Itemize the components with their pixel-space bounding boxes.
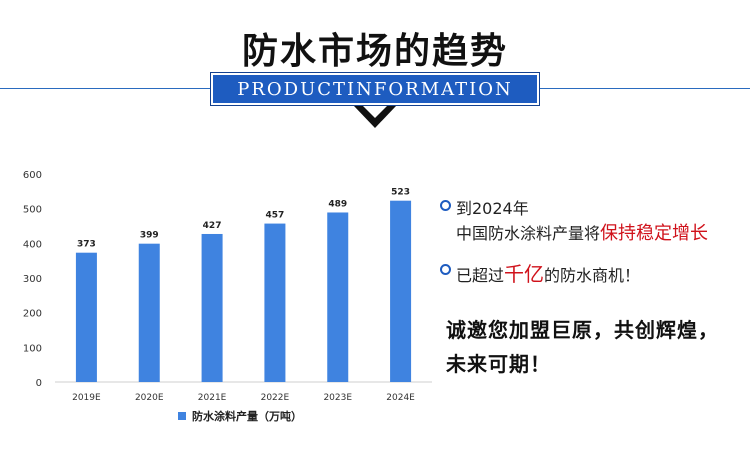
bar-value-label: 427 <box>203 221 222 231</box>
bullet-market-post: 的防水商机！ <box>544 266 641 285</box>
bullet-trend-line2: 中国防水涂料产量将保持稳定增长 <box>456 219 708 245</box>
banner-text: PRODUCTINFORMATION <box>237 79 513 100</box>
y-tick-label: 200 <box>23 309 42 320</box>
page-title: 防水市场的趋势 <box>241 31 508 72</box>
circle-bullet-icon <box>440 264 451 275</box>
cta-line1: 诚邀您加盟巨原，共创辉煌， <box>446 318 719 342</box>
legend-swatch <box>178 412 186 420</box>
y-tick-label: 500 <box>23 205 42 216</box>
bullet-market-pre: 已超过 <box>456 266 505 285</box>
legend: 防水涂料产量（万吨） <box>178 409 302 423</box>
x-tick-label: 2023E <box>323 393 352 403</box>
chevron-down-icon <box>354 106 396 128</box>
bar <box>264 223 286 382</box>
bars: 373 399 427 457 489 523 <box>75 188 412 382</box>
bar-value-label: 489 <box>328 199 347 209</box>
bar <box>75 252 97 382</box>
legend-label: 防水涂料产量（万吨） <box>192 409 302 423</box>
y-tick-label: 0 <box>36 378 42 389</box>
x-tick-label: 2019E <box>72 393 101 403</box>
bullet-market-text: 已超过千亿的防水商机！ <box>456 258 640 287</box>
x-tick-label: 2024E <box>386 393 415 403</box>
y-tick-label: 600 <box>23 170 42 181</box>
bar-chart: 0 100 200 300 400 500 600 373 399 427 457 489 523 2… <box>23 170 432 423</box>
x-tick-label: 2020E <box>135 393 164 403</box>
bar-value-label: 399 <box>140 231 159 241</box>
bullet-trend-highlight: 保持稳定增长 <box>600 223 709 244</box>
y-tick-label: 300 <box>23 274 42 285</box>
bar <box>390 200 412 382</box>
y-tick-label: 100 <box>23 343 42 354</box>
bullet-trend-line1: 到2024年 <box>456 199 529 218</box>
bar-value-label: 457 <box>266 211 285 221</box>
bar <box>201 233 223 382</box>
product-information-banner: PRODUCTINFORMATION <box>210 72 540 106</box>
x-axis: 2019E 2020E 2021E 2022E 2023E 2024E <box>72 393 415 403</box>
bullet-trend-plain: 中国防水涂料产量将 <box>456 224 601 243</box>
bar <box>138 243 160 382</box>
x-tick-label: 2021E <box>198 393 227 403</box>
x-tick-label: 2022E <box>261 393 290 403</box>
circle-bullet-icon <box>440 200 451 211</box>
y-axis: 0 100 200 300 400 500 600 <box>23 170 42 389</box>
bar <box>327 212 349 382</box>
bar-value-label: 523 <box>391 188 410 198</box>
y-tick-label: 400 <box>23 239 42 250</box>
bullet-market-highlight: 千亿 <box>504 262 545 286</box>
cta-line2: 未来可期！ <box>446 352 551 376</box>
bar-value-label: 373 <box>77 240 96 250</box>
